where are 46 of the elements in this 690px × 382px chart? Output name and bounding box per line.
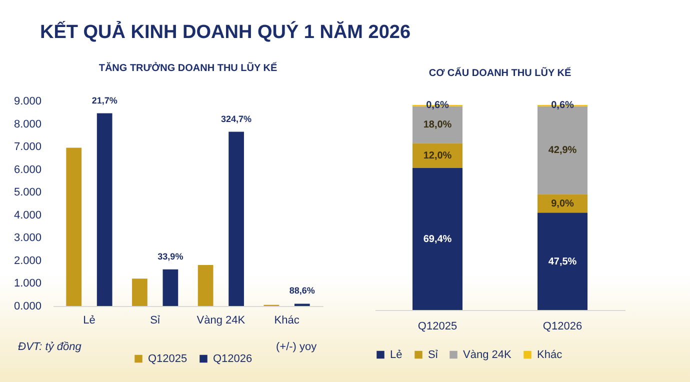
bar — [162, 269, 178, 306]
y-tick-label: 9.000 — [14, 96, 42, 108]
legend-label: Q12025 — [148, 352, 188, 365]
text: ĐVT: tỷ đồng — [18, 341, 82, 353]
x-tick-label: Q12025 — [418, 320, 458, 332]
y-tick-label: 2.000 — [14, 254, 42, 267]
bar — [66, 148, 82, 306]
data-label: 47,5% — [548, 256, 577, 268]
data-label: 9,0% — [551, 198, 574, 210]
y-tick-label: 5.000 — [14, 186, 42, 199]
y-tick-label: 0.000 — [14, 300, 42, 312]
legend-label: Vàng 24K — [463, 348, 512, 361]
bar — [538, 212, 588, 310]
x-tick-label: Sỉ — [150, 314, 161, 326]
x-tick-label: Khác — [274, 314, 300, 326]
y-tick-label: 1.000 — [14, 278, 42, 290]
annotation: 33,9% — [158, 251, 184, 262]
y-tick-label: 6.000 — [14, 164, 42, 176]
x-tick-label: Q12026 — [542, 320, 582, 332]
annotation: 21,7% — [92, 95, 118, 106]
data-label: 69,4% — [423, 234, 452, 245]
chart-title: KẾT QUẢ KINH DOANH QUÝ 1 NĂM 2026 — [40, 22, 411, 44]
x-tick-label: Lẻ — [83, 314, 96, 326]
bar — [412, 143, 462, 168]
data-label: 42,9% — [548, 145, 577, 156]
text: (+/-) yoy — [276, 341, 317, 353]
bar — [132, 278, 148, 306]
chart-subtitle: TĂNG TRƯỞNG DOANH THU LŨY KẾ — [98, 62, 278, 74]
chart-title: CƠ CẤU DOANH THU LŨY KẾ — [428, 67, 572, 79]
bar — [228, 132, 244, 306]
data-label: 12,0% — [423, 150, 452, 162]
y-tick-label: 8.000 — [14, 118, 42, 130]
legend-label: Q12026 — [213, 352, 252, 365]
x-tick-label: Vàng 24K — [196, 314, 246, 326]
y-tick-label: 4.000 — [14, 209, 42, 222]
annotation: 88,6% — [289, 286, 315, 296]
legend-label: Khác — [537, 348, 563, 361]
bar — [198, 265, 214, 306]
data-label: 18,0% — [423, 120, 452, 131]
y-tick-label: 7.000 — [14, 141, 42, 154]
bar — [96, 113, 112, 306]
legend-label: Sỉ — [428, 348, 438, 361]
annotation: 324,7% — [221, 114, 252, 124]
bar — [412, 168, 462, 310]
y-tick-label: 3.000 — [14, 232, 42, 244]
legend-label: Lẻ — [390, 348, 402, 361]
